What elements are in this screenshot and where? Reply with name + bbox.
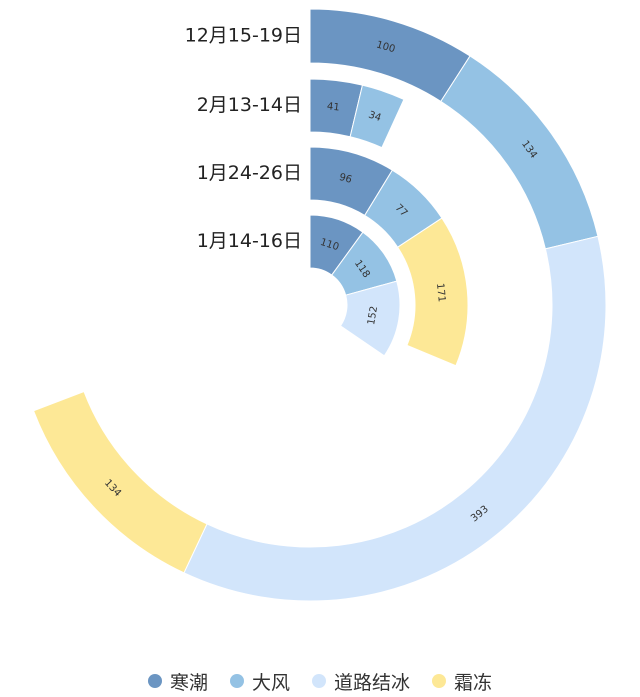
legend-label-shuangdong: 霜冻 [454,671,493,694]
category-label-0: 1月14-16日 [197,230,302,252]
polar-bar-chart: 1101181521月14-16日96771711月24-26日41342月13… [32,8,607,602]
category-label-3: 12月15-19日 [185,25,302,47]
value-label-hanchao-cat1: 96 [338,172,353,186]
value-label-daolujiebing-cat0: 152 [366,305,380,326]
legend-item-shuangdong[interactable]: 霜冻 [432,668,492,695]
legend-item-dafeng[interactable]: 大风 [229,668,290,695]
legend-marker-dafeng [229,674,244,688]
bar-segment-daolujiebing-cat0[interactable] [339,280,401,357]
value-label-hanchao-cat3: 100 [375,39,396,55]
bar-segment-shuangdong-cat3[interactable] [32,390,208,574]
bar-segment-dafeng-cat2[interactable] [349,84,405,149]
legend-label-hanchao: 寒潮 [169,671,208,694]
legend-label-dafeng: 大风 [251,671,290,694]
legend-marker-shuangdong [432,674,447,688]
legend-marker-daolujiebing [312,674,326,688]
legend-marker-hanchao [147,674,162,688]
legend-label-daolujiebing: 道路结冰 [334,671,411,694]
bar-segment-shuangdong-cat1[interactable] [396,217,469,367]
bar-segment-dafeng-cat3[interactable] [440,55,599,250]
value-label-shuangdong-cat1: 171 [434,283,447,303]
legend-item-daolujiebing[interactable]: 道路结冰 [312,668,410,695]
category-label-1: 1月24-26日 [197,162,302,184]
category-label-2: 2月13-14日 [197,94,302,116]
value-label-hanchao-cat2: 41 [326,101,340,113]
bar-segment-daolujiebing-cat3[interactable] [183,235,607,602]
legend-item-hanchao[interactable]: 寒潮 [147,668,208,695]
value-label-dafeng-cat2: 34 [367,110,383,125]
legend: 寒潮 大风 道路结冰 霜冻 [0,668,640,694]
